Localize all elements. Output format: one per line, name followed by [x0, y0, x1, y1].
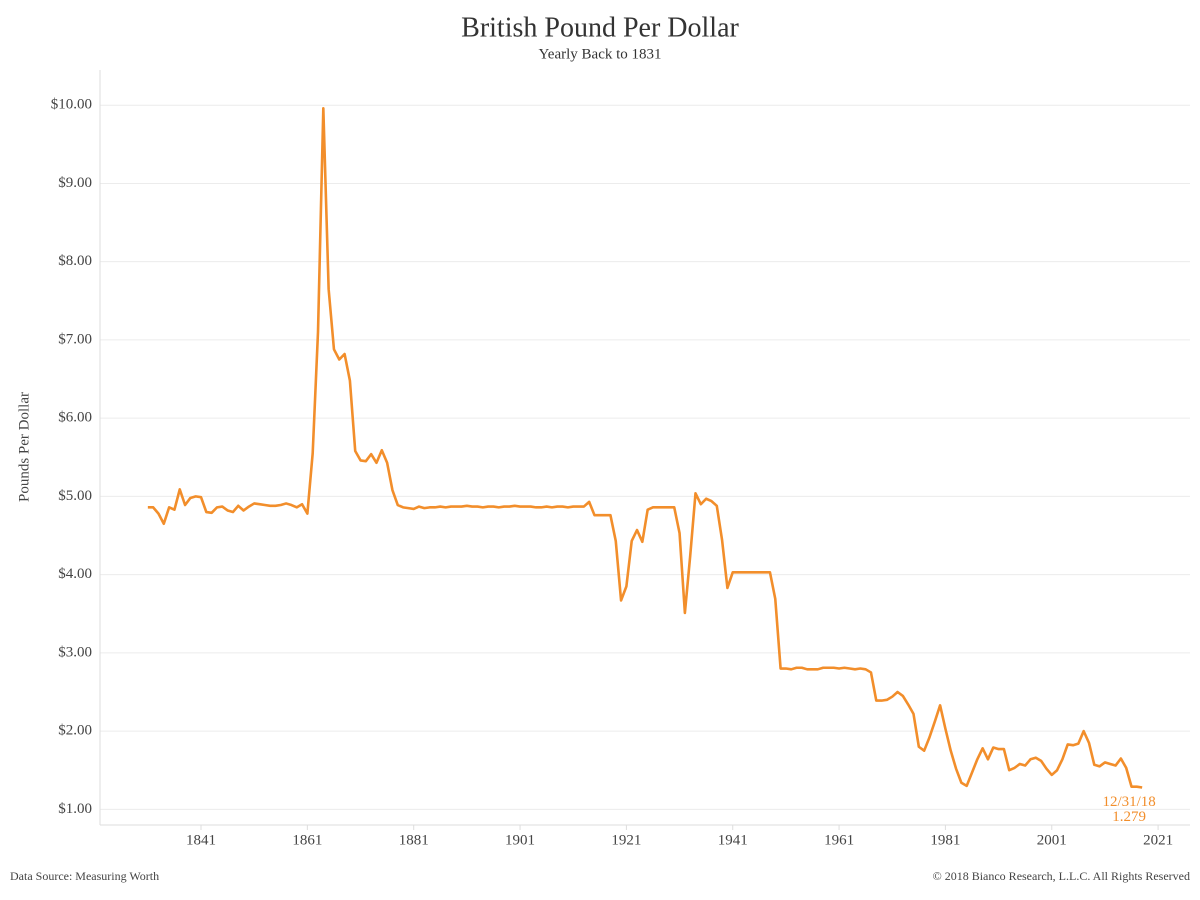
y-tick-label: $3.00 — [58, 644, 92, 660]
x-tick-label: 2021 — [1143, 832, 1173, 848]
y-tick-label: $5.00 — [58, 488, 92, 504]
y-tick-label: $8.00 — [58, 253, 92, 269]
y-axis-label: Pounds Per Dollar — [16, 392, 32, 502]
annotation-value: 1.279 — [1112, 809, 1146, 825]
annotation-date: 12/31/18 — [1102, 794, 1155, 810]
y-tick-label: $1.00 — [58, 801, 92, 817]
copyright-note: © 2018 Bianco Research, L.L.C. All Right… — [933, 869, 1190, 883]
source-note: Data Source: Measuring Worth — [10, 869, 159, 883]
x-tick-label: 1941 — [718, 832, 748, 848]
x-tick-label: 1881 — [399, 832, 429, 848]
y-tick-label: $9.00 — [58, 175, 92, 191]
y-tick-label: $6.00 — [58, 410, 92, 426]
chart-title: British Pound Per Dollar — [461, 12, 739, 43]
y-tick-label: $10.00 — [51, 97, 92, 113]
x-tick-label: 2001 — [1037, 832, 1067, 848]
x-tick-label: 1901 — [505, 832, 535, 848]
y-tick-label: $4.00 — [58, 566, 92, 582]
x-tick-label: 1861 — [292, 832, 322, 848]
x-tick-label: 1921 — [611, 832, 641, 848]
chart-subtitle: Yearly Back to 1831 — [538, 46, 661, 62]
x-tick-label: 1961 — [824, 832, 854, 848]
y-tick-label: $2.00 — [58, 723, 92, 739]
line-series — [147, 107, 1143, 789]
y-tick-label: $7.00 — [58, 331, 92, 347]
x-tick-label: 1841 — [186, 832, 216, 848]
x-tick-label: 1981 — [930, 832, 960, 848]
